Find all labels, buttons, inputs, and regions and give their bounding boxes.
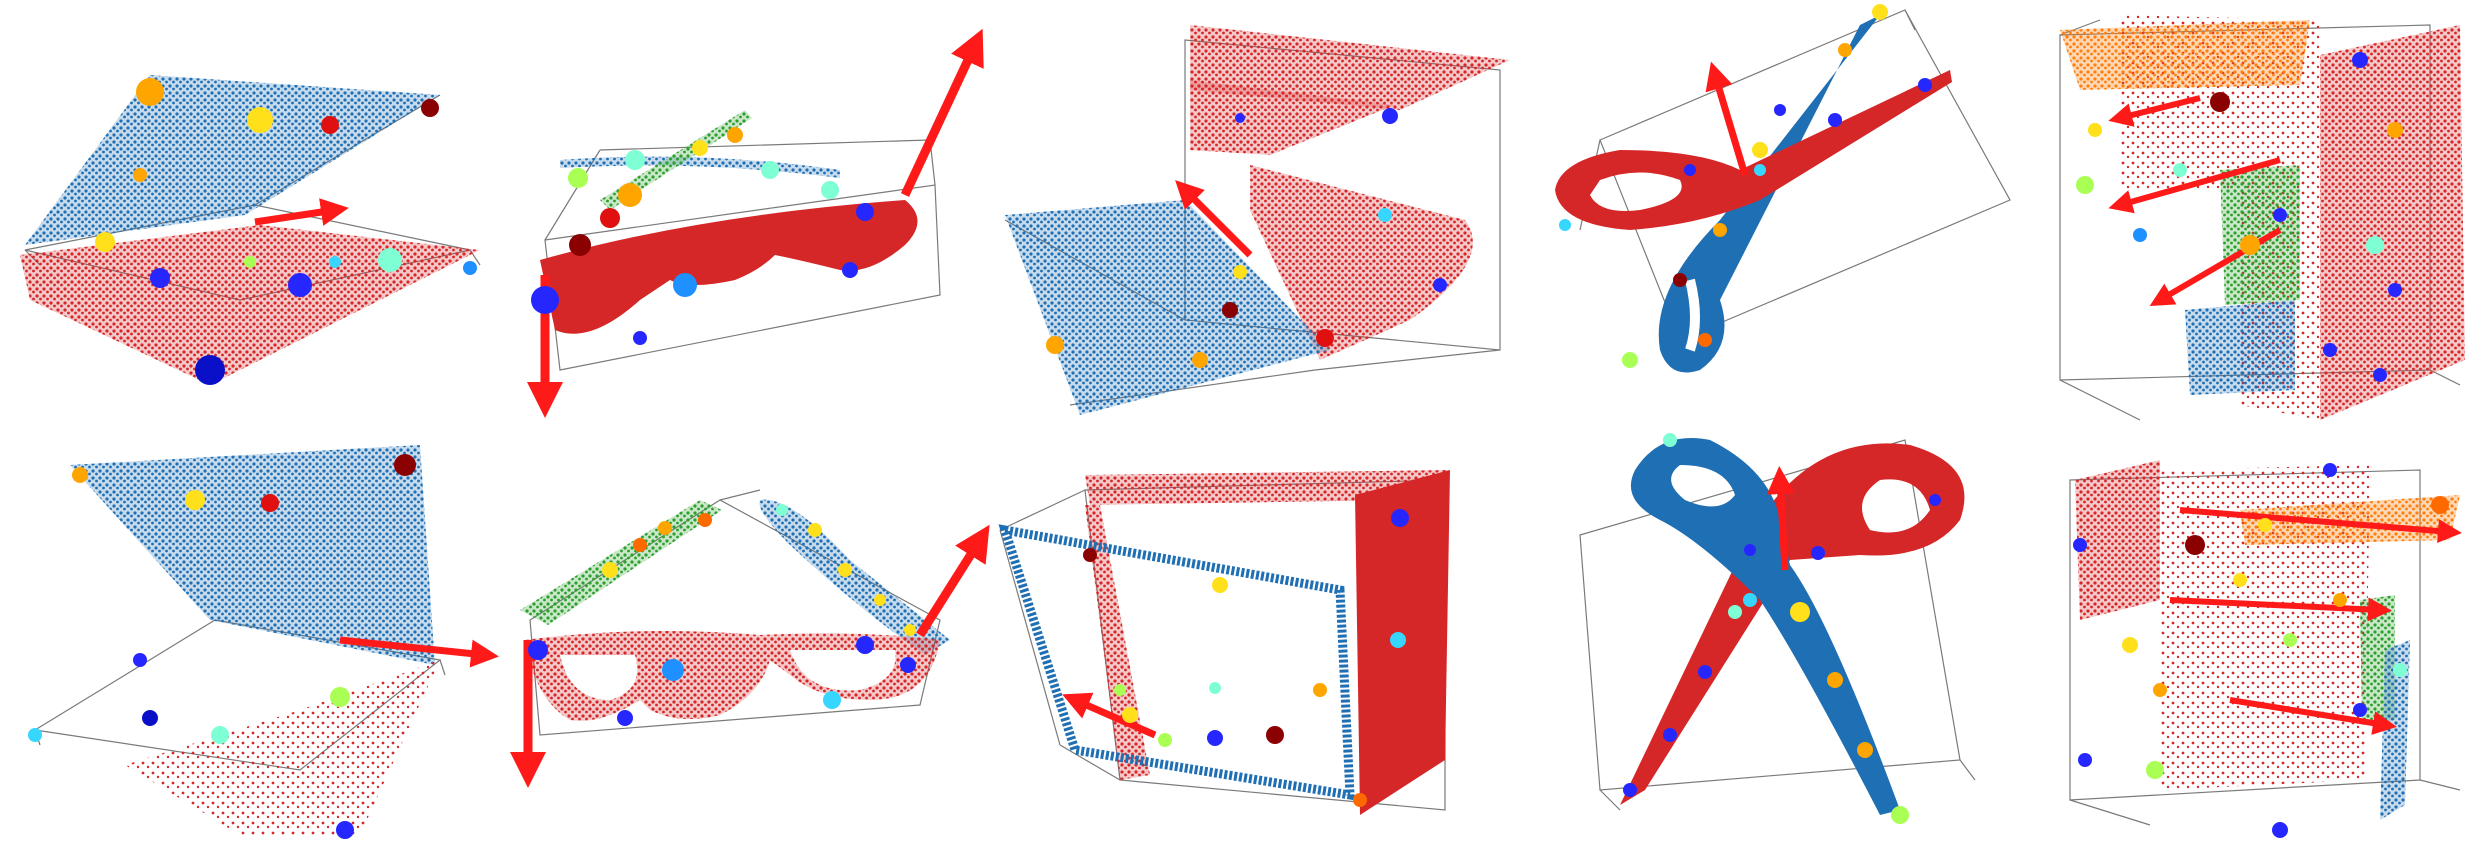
- panel-scissors-closed: [1555, 4, 2011, 373]
- part-side-wall: [1250, 165, 1473, 360]
- keypoints: [1559, 4, 1932, 368]
- hinge-axis-arrow: [1062, 692, 1157, 739]
- panel-scissors-open: [1579, 433, 1976, 824]
- part-frame: [540, 200, 918, 334]
- part-front-flap: [998, 524, 1355, 801]
- part-panel-blue: [2185, 300, 2295, 395]
- part-blade-blue: [1630, 438, 1900, 815]
- panel-laptop-open: [20, 75, 481, 385]
- hinge-axis-arrow-up: [916, 524, 990, 638]
- panel-box-open: [1004, 25, 1510, 415]
- keypoints: [95, 78, 477, 385]
- part-frame: [525, 631, 940, 721]
- keypoints: [2073, 463, 2449, 838]
- part-blade-red: [1555, 70, 1952, 230]
- part-temple-right: [759, 499, 950, 655]
- part-drawer-orange: [2240, 495, 2460, 545]
- part-door-left: [2075, 460, 2160, 620]
- bounding-box: [1579, 439, 1976, 811]
- part-screen: [70, 445, 435, 665]
- keypoints: [531, 127, 874, 345]
- part-back-wall: [1190, 80, 1395, 155]
- hinge-axis-arrow: [254, 198, 349, 226]
- part-lid: [1190, 25, 1510, 110]
- panel-glasses-open: [510, 489, 990, 788]
- part-temple-left: [560, 156, 840, 178]
- panel-laptop-wide: [28, 445, 499, 839]
- part-temple-right: [600, 110, 752, 210]
- folding-axis-arrow-up: [900, 28, 984, 197]
- panel-box-frame: [998, 470, 1450, 815]
- hinge-axis-arrow: [1175, 180, 1253, 258]
- panel-cabinet-2: [2069, 460, 2462, 838]
- keypoints: [528, 504, 916, 726]
- hinge-axis-arrow: [339, 636, 499, 668]
- part-door-right: [2320, 25, 2465, 420]
- keypoints: [1623, 433, 1941, 824]
- part-blade-red: [1620, 443, 1965, 805]
- drawer-axis-arrows: [2169, 507, 2462, 735]
- pivot-axis-arrow: [1705, 61, 1749, 177]
- pivot-axis-arrow: [1766, 466, 1795, 571]
- part-base: [20, 225, 480, 385]
- keypoints: [1083, 509, 1409, 807]
- part-screen: [25, 75, 440, 245]
- panel-glasses-folded: [527, 28, 984, 418]
- part-body: [2160, 465, 2370, 790]
- part-temple-left: [520, 500, 722, 625]
- keypoints: [28, 454, 416, 839]
- keypoints: [2076, 52, 2403, 382]
- panel-cabinet-1: [2059, 15, 2465, 421]
- part-base: [125, 660, 440, 835]
- part-handle-blue-ring: [1685, 278, 1700, 352]
- part-drawer-green: [2220, 165, 2300, 305]
- part-drawer-orange: [2060, 20, 2310, 90]
- keypoints: [1046, 108, 1447, 368]
- part-front-flap: [1005, 200, 1330, 415]
- drawer-axis-arrows: [2108, 95, 2282, 307]
